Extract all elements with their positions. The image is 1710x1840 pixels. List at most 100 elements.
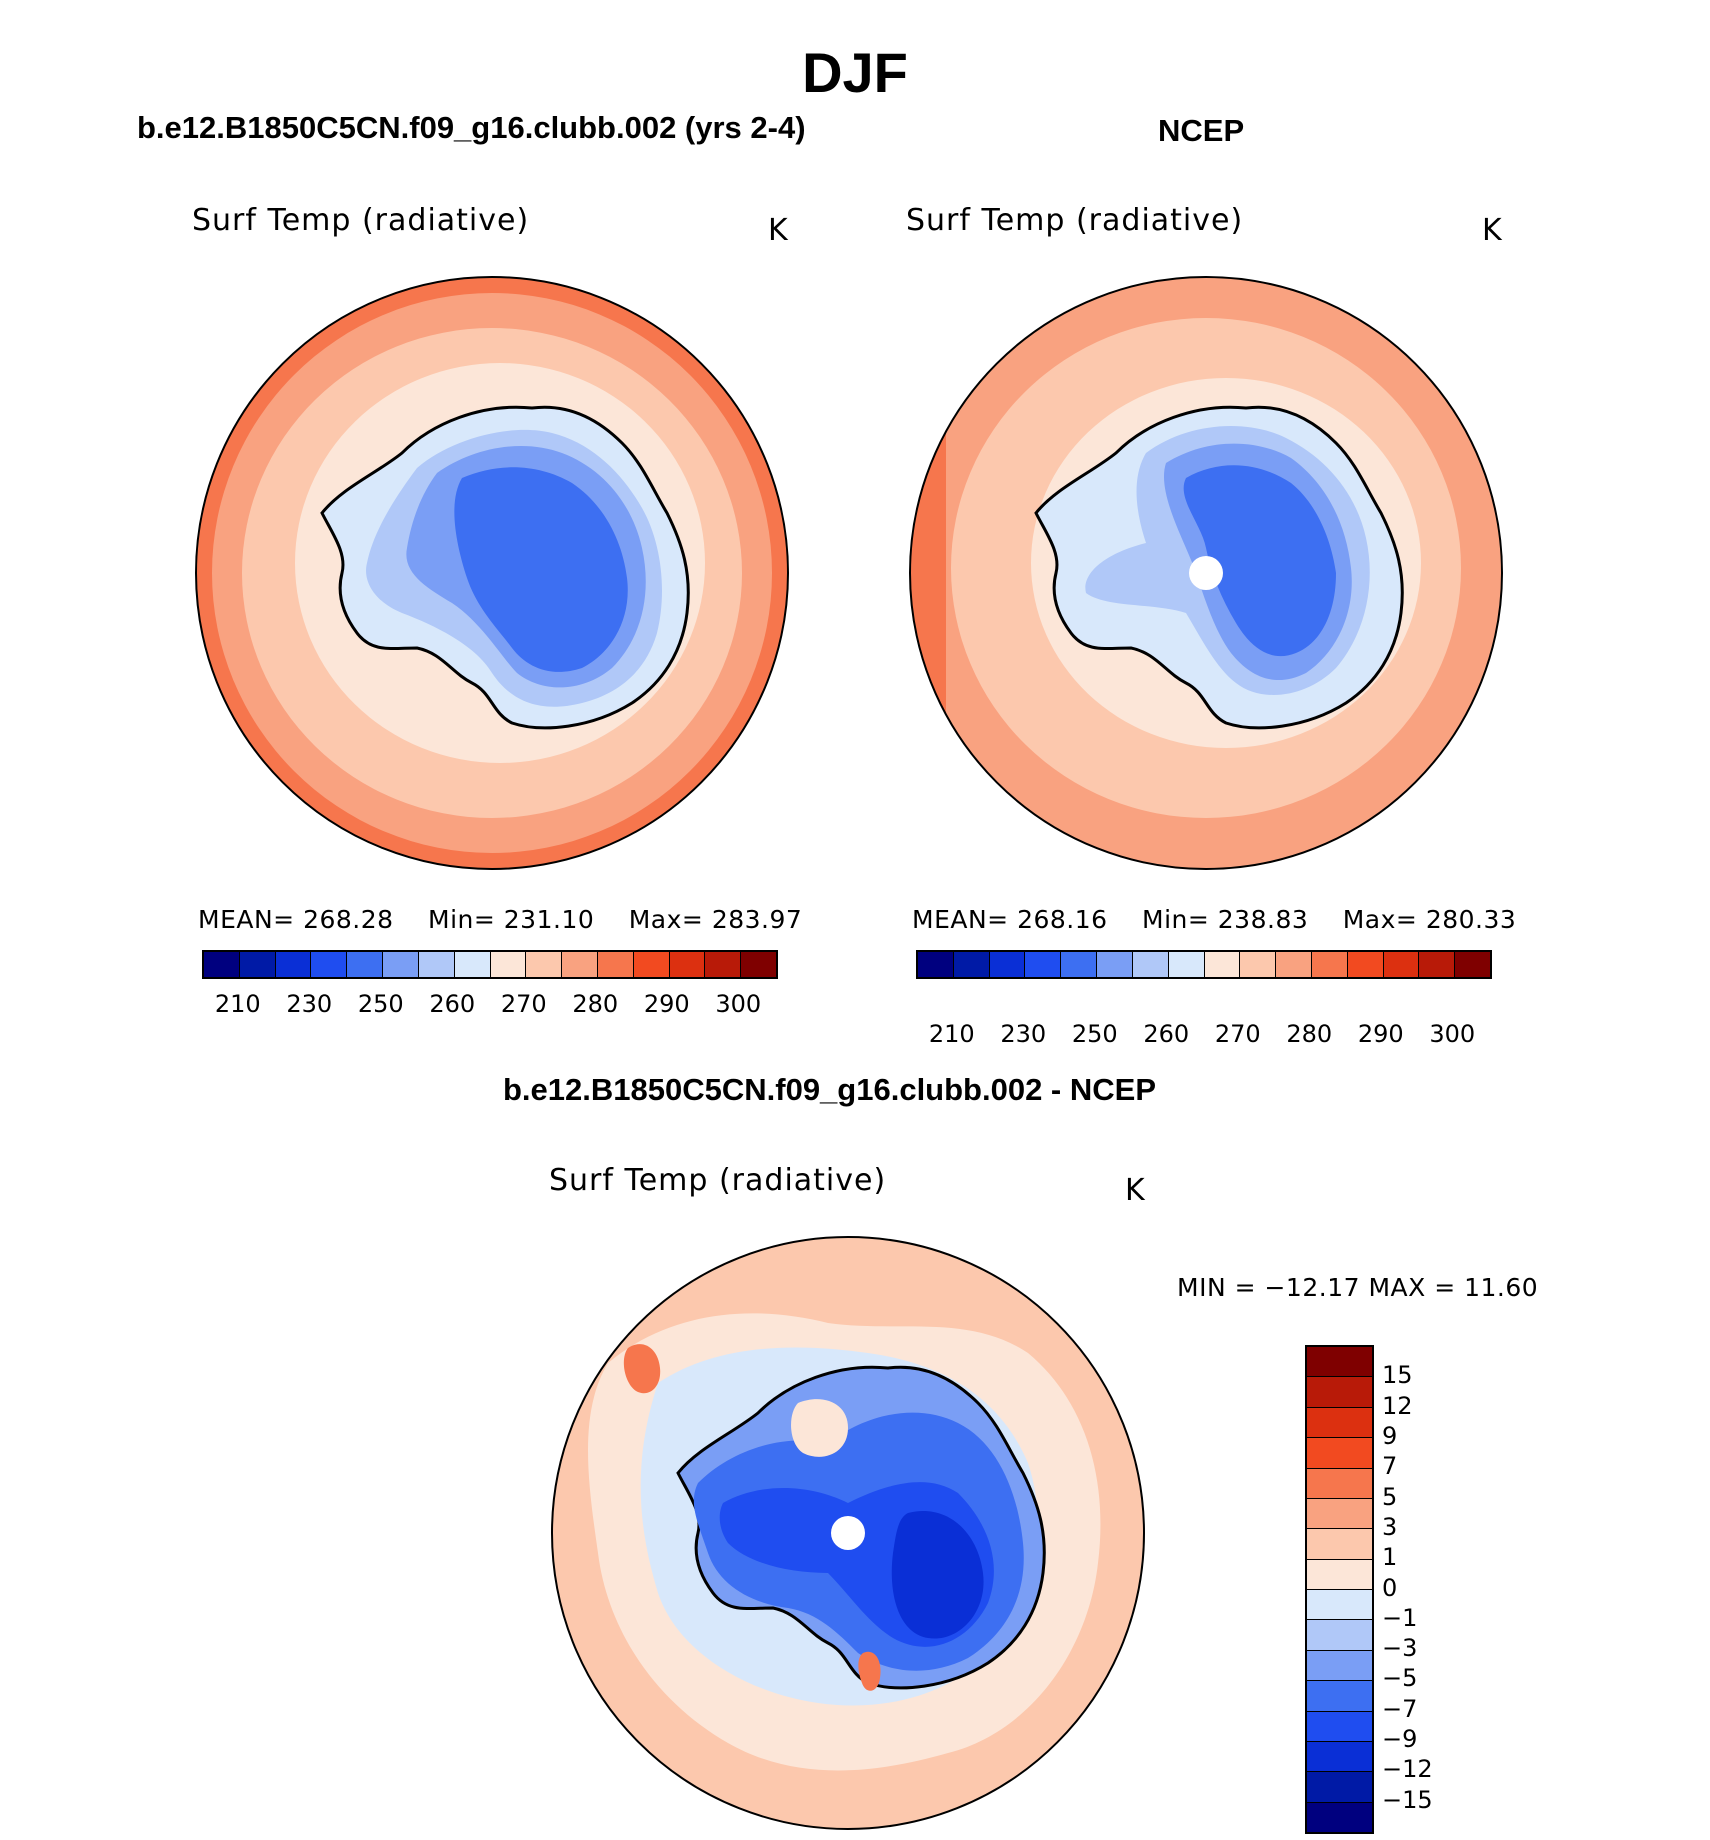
colorbar-swatch xyxy=(1168,952,1205,977)
colorbar-swatch xyxy=(1419,952,1456,977)
colorbar-swatch xyxy=(1307,1498,1372,1530)
model-colorbar-ticks: 210 230 250 260 270 280 290 300 xyxy=(202,990,774,1020)
colorbar-swatch xyxy=(239,952,276,977)
colorbar-swatch xyxy=(526,952,563,977)
colorbar-swatch xyxy=(1240,952,1277,977)
colorbar-swatch xyxy=(1204,952,1241,977)
model-min: Min= 231.10 xyxy=(428,905,595,934)
colorbar-swatch xyxy=(1025,952,1062,977)
diff-colorbar xyxy=(1305,1345,1374,1834)
pole-hole xyxy=(831,1516,865,1550)
colorbar-tick-label: −9 xyxy=(1382,1725,1418,1754)
diff-colorbar-ticks: 15 12 9 7 5 3 1 0 −1 −3 −5 −7 −9 −12 −15 xyxy=(1382,1345,1502,1830)
figure-title: DJF xyxy=(802,41,908,104)
colorbar-swatch xyxy=(989,952,1026,977)
colorbar-swatch xyxy=(669,952,706,977)
model-polar-map xyxy=(195,276,789,870)
colorbar-tick-label: 260 xyxy=(1143,1020,1190,1048)
colorbar-tick-label: −12 xyxy=(1382,1755,1433,1784)
colorbar-swatch xyxy=(1307,1620,1372,1651)
colorbar-swatch xyxy=(1307,1741,1372,1773)
colorbar-tick-label: 9 xyxy=(1382,1421,1398,1450)
colorbar-swatch xyxy=(1383,952,1420,977)
colorbar-tick-label: 250 xyxy=(357,990,404,1018)
model-units-label: K xyxy=(768,213,788,248)
obs-units-label: K xyxy=(1482,213,1502,248)
colorbar-swatch xyxy=(1307,1590,1372,1621)
colorbar-swatch xyxy=(1311,952,1348,977)
colorbar-swatch xyxy=(1307,1377,1372,1408)
colorbar-swatch xyxy=(1307,1802,1372,1832)
colorbar-tick-label: 300 xyxy=(715,990,762,1018)
model-max: Max= 283.97 xyxy=(628,905,803,934)
colorbar-swatch xyxy=(1307,1681,1372,1712)
obs-colorbar-ticks: 210 230 250 260 270 280 290 300 xyxy=(916,1020,1488,1050)
colorbar-tick-label: 15 xyxy=(1382,1361,1413,1390)
colorbar-tick-label: 3 xyxy=(1382,1512,1398,1541)
colorbar-swatch xyxy=(1307,1347,1372,1378)
colorbar-tick-label: 300 xyxy=(1429,1020,1476,1048)
diff-minmax: MIN = −12.17 MAX = 11.60 xyxy=(1177,1273,1539,1302)
colorbar-swatch xyxy=(275,952,312,977)
colorbar-swatch xyxy=(633,952,670,977)
obs-colorbar xyxy=(916,950,1492,979)
colorbar-tick-label: 7 xyxy=(1382,1452,1398,1481)
model-stats: MEAN= 268.28 Min= 231.10 Max= 283.97 xyxy=(198,905,828,934)
colorbar-tick-label: 210 xyxy=(928,1020,975,1048)
colorbar-tick-label: 12 xyxy=(1382,1391,1413,1420)
colorbar-tick-label: 1 xyxy=(1382,1543,1398,1572)
colorbar-swatch xyxy=(347,952,384,977)
colorbar-swatch xyxy=(1307,1407,1372,1439)
diff-polar-map xyxy=(551,1236,1145,1830)
colorbar-swatch xyxy=(1347,952,1384,977)
colorbar-swatch xyxy=(311,952,348,977)
colorbar-tick-label: −15 xyxy=(1382,1785,1433,1814)
colorbar-swatch xyxy=(1307,1711,1372,1742)
colorbar-swatch xyxy=(1455,952,1490,977)
colorbar-tick-label: 5 xyxy=(1382,1482,1398,1511)
colorbar-swatch xyxy=(1307,1468,1372,1499)
colorbar-swatch xyxy=(1307,1438,1372,1469)
colorbar-tick-label: 290 xyxy=(643,990,690,1018)
colorbar-tick-label: 0 xyxy=(1382,1573,1398,1602)
colorbar-tick-label: 290 xyxy=(1357,1020,1404,1048)
obs-polar-map xyxy=(909,276,1503,870)
colorbar-swatch xyxy=(204,952,240,977)
colorbar-swatch xyxy=(953,952,990,977)
colorbar-swatch xyxy=(1276,952,1312,977)
colorbar-tick-label: 270 xyxy=(1214,1020,1261,1048)
colorbar-swatch xyxy=(741,952,776,977)
pole-hole xyxy=(1189,556,1223,590)
obs-mean: MEAN= 268.16 xyxy=(912,905,1108,934)
colorbar-tick-label: −7 xyxy=(1382,1694,1418,1723)
model-colorbar xyxy=(202,950,778,979)
colorbar-swatch xyxy=(1307,1772,1372,1803)
colorbar-swatch xyxy=(1132,952,1169,977)
colorbar-tick-label: −1 xyxy=(1382,1603,1418,1632)
colorbar-swatch xyxy=(490,952,527,977)
model-variable-label: Surf Temp (radiative) xyxy=(192,203,530,238)
colorbar-swatch xyxy=(705,952,742,977)
colorbar-swatch xyxy=(597,952,634,977)
colorbar-swatch xyxy=(1307,1650,1372,1682)
obs-stats: MEAN= 268.16 Min= 238.83 Max= 280.33 xyxy=(912,905,1542,934)
colorbar-swatch xyxy=(1307,1559,1372,1590)
colorbar-tick-label: −3 xyxy=(1382,1634,1418,1663)
colorbar-swatch xyxy=(454,952,491,977)
diff-variable-label: Surf Temp (radiative) xyxy=(549,1163,887,1198)
model-mean: MEAN= 268.28 xyxy=(198,905,394,934)
obs-panel-title: NCEP xyxy=(1158,113,1245,148)
colorbar-tick-label: 280 xyxy=(572,990,619,1018)
colorbar-tick-label: 280 xyxy=(1286,1020,1333,1048)
colorbar-tick-label: 210 xyxy=(214,990,261,1018)
diff-units-label: K xyxy=(1125,1173,1145,1208)
colorbar-tick-label: −5 xyxy=(1382,1664,1418,1693)
colorbar-swatch xyxy=(1097,952,1133,977)
obs-min: Min= 238.83 xyxy=(1142,905,1309,934)
colorbar-swatch xyxy=(918,952,954,977)
colorbar-swatch xyxy=(1307,1529,1372,1560)
colorbar-swatch xyxy=(562,952,598,977)
diff-panel-title: b.e12.B1850C5CN.f09_g16.clubb.002 - NCEP xyxy=(503,1072,1156,1107)
colorbar-tick-label: 260 xyxy=(429,990,476,1018)
obs-variable-label: Surf Temp (radiative) xyxy=(906,203,1244,238)
